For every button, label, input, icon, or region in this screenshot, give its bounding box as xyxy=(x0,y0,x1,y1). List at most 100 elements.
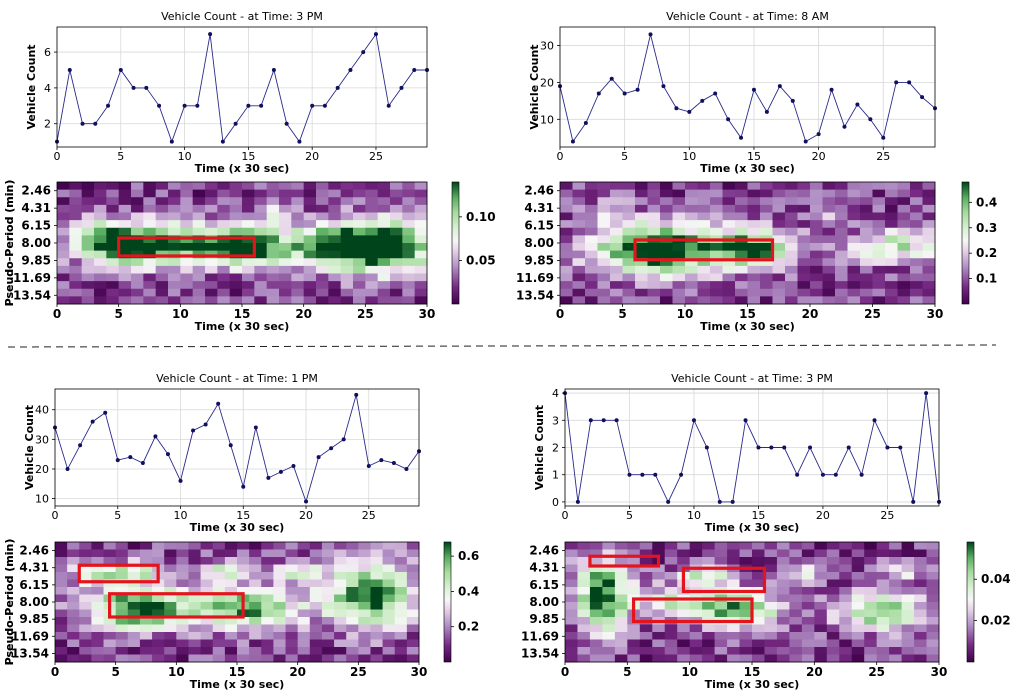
heatmap-cell xyxy=(747,258,761,267)
heatmap-cell xyxy=(328,197,342,206)
heatmap-cell xyxy=(106,258,120,267)
heatmap-cell xyxy=(249,602,262,610)
heatmap-cell xyxy=(835,220,848,229)
heatmap-cell xyxy=(370,557,383,565)
heatmap-cell xyxy=(291,235,305,244)
y-tick-label: 9.85 xyxy=(19,612,49,626)
heatmap-cell xyxy=(577,579,591,588)
data-point xyxy=(329,446,334,451)
x-tick-label: 15 xyxy=(236,509,250,522)
heatmap-cell xyxy=(188,617,201,625)
heatmap-cell xyxy=(155,212,169,221)
heatmap-cell xyxy=(565,624,578,633)
heatmap-cell xyxy=(847,212,861,221)
heatmap-cell xyxy=(885,250,898,259)
heatmap-cell xyxy=(910,243,923,252)
heatmap-cell xyxy=(297,632,311,640)
x-axis-label: Time (x 30 sec) xyxy=(705,678,800,691)
heatmap-cell xyxy=(577,632,591,640)
heatmap-cell xyxy=(910,220,923,229)
heatmap-cell xyxy=(414,227,428,236)
heatmap-cell xyxy=(826,609,840,618)
heatmap-cell xyxy=(273,557,286,565)
heatmap-cell xyxy=(860,197,873,206)
heatmap-cell xyxy=(789,542,803,550)
x-tick-label: 15 xyxy=(751,509,765,522)
heatmap-cell xyxy=(810,227,823,236)
heatmap-cell xyxy=(814,624,828,633)
heatmap-cell xyxy=(316,220,329,229)
heatmap-cell xyxy=(79,639,92,648)
heatmap-cell xyxy=(797,212,811,221)
heatmap-cell xyxy=(914,602,927,610)
heatmap-cell xyxy=(652,602,666,610)
heatmap-cell xyxy=(602,624,616,633)
x-tick-label: 5 xyxy=(621,150,628,163)
heatmap-cell xyxy=(789,647,803,655)
heatmap-cell xyxy=(394,579,408,588)
heatmap-cell xyxy=(67,557,80,565)
y-tick-label: 13.54 xyxy=(11,646,49,660)
heatmap-cell xyxy=(390,296,403,305)
heatmap-cell xyxy=(414,288,428,297)
heatmap-cell xyxy=(328,182,342,191)
heatmap-cell xyxy=(237,557,250,565)
x-tick-label: 10 xyxy=(682,150,696,163)
heatmap-cell xyxy=(810,204,823,213)
heatmap-cell xyxy=(69,220,83,229)
heatmap-cell xyxy=(851,587,865,595)
heatmap-cell xyxy=(303,250,317,259)
heatmap-cell xyxy=(91,594,104,603)
heatmap-cell xyxy=(91,549,104,558)
heatmap-cell xyxy=(714,632,728,640)
y-tick-label: 6.15 xyxy=(21,219,51,233)
heatmap-cell xyxy=(192,182,206,191)
heatmap-cell xyxy=(382,557,396,565)
heatmap-cell xyxy=(406,632,420,640)
heatmap-cell xyxy=(872,258,886,267)
heatmap-cell xyxy=(735,197,748,206)
heatmap-cell xyxy=(57,250,70,259)
heatmap-cell xyxy=(309,564,323,573)
heatmap-cell xyxy=(57,197,70,206)
heatmap-cell xyxy=(217,220,231,229)
heatmap-cell xyxy=(229,273,243,282)
heatmap-cell xyxy=(353,296,366,305)
heatmap-cell xyxy=(839,624,853,633)
heatmap-cell xyxy=(297,542,311,550)
heatmap-cell xyxy=(722,281,736,290)
heatmap-cell xyxy=(212,542,226,550)
heatmap-cell xyxy=(79,609,92,618)
data-point xyxy=(661,84,666,89)
heatmap-cell xyxy=(764,579,778,588)
heatmap-cell xyxy=(565,572,578,580)
data-point xyxy=(246,103,251,108)
data-point xyxy=(920,95,925,100)
heatmap-cell xyxy=(188,587,201,595)
data-point xyxy=(739,135,744,140)
heatmap-cell xyxy=(106,235,120,244)
heatmap-cell xyxy=(614,602,628,610)
heatmap-cell xyxy=(69,182,83,191)
heatmap-cell xyxy=(826,542,840,550)
heatmap-cell xyxy=(776,594,790,603)
heatmap-cell xyxy=(826,624,840,633)
data-point xyxy=(348,67,353,72)
colorbar-tick-label: 0.04 xyxy=(981,572,1011,586)
heatmap-cell xyxy=(358,564,371,573)
x-tick-label: 20 xyxy=(299,509,313,522)
heatmap-cell xyxy=(321,557,335,565)
heatmap-cell xyxy=(131,220,144,229)
heatmap-cell xyxy=(639,542,653,550)
heatmap-cell xyxy=(839,564,853,573)
plot-frame xyxy=(54,388,420,507)
heatmap-cell xyxy=(660,243,673,252)
heatmap-cell xyxy=(789,639,803,648)
heatmap-cell xyxy=(254,235,268,244)
heatmap-cell xyxy=(139,579,153,588)
heatmap-cell xyxy=(635,265,648,274)
heatmap-cell xyxy=(155,265,169,274)
heatmap-cell xyxy=(614,594,628,603)
heatmap-cell xyxy=(760,258,773,267)
heatmap-cell xyxy=(614,557,628,565)
